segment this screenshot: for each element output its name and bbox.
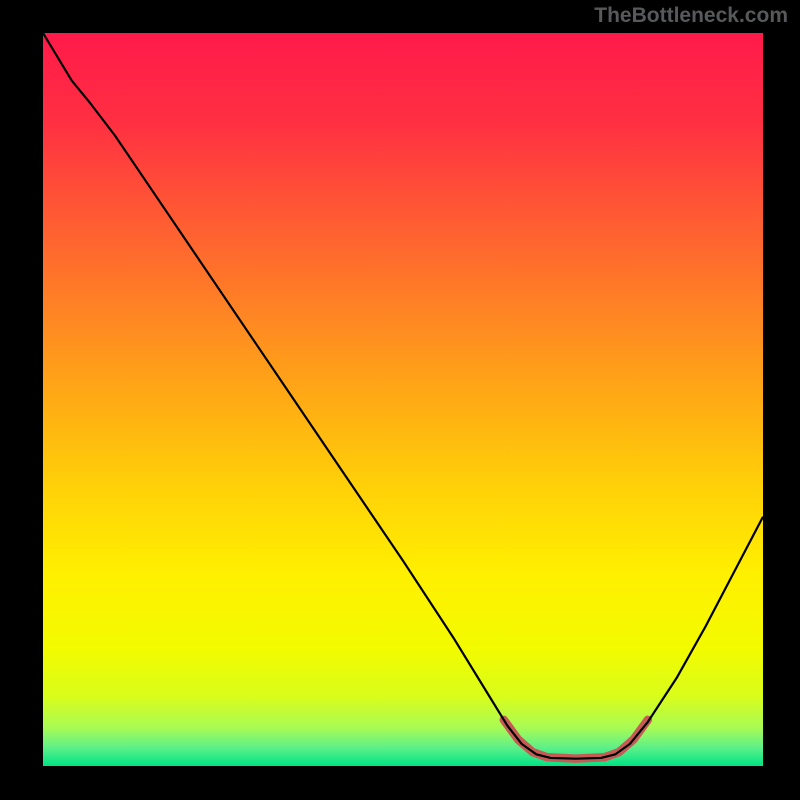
plot-area bbox=[43, 33, 763, 766]
chart-container: TheBottleneck.com bbox=[0, 0, 800, 800]
chart-svg bbox=[43, 33, 763, 766]
watermark-text: TheBottleneck.com bbox=[594, 4, 788, 28]
gradient-background bbox=[43, 33, 763, 766]
